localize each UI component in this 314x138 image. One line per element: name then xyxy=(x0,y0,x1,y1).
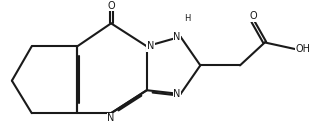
Text: H: H xyxy=(184,14,191,23)
Text: N: N xyxy=(107,113,115,123)
Text: N: N xyxy=(173,32,181,42)
Text: O: O xyxy=(249,11,257,21)
Text: OH: OH xyxy=(295,44,311,54)
Text: N: N xyxy=(147,41,154,51)
Text: N: N xyxy=(173,89,181,99)
Text: O: O xyxy=(107,1,115,11)
